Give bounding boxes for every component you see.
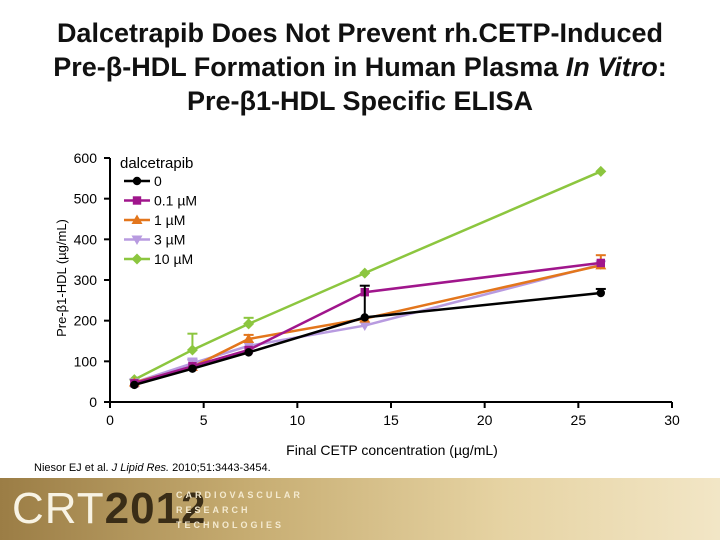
citation-authors: Niesor EJ et al. bbox=[34, 462, 112, 474]
title-line-1: Dalcetrapib Does Not Prevent rh.CETP-Ind… bbox=[56, 18, 664, 48]
title-line-3: Pre-β1-HDL Specific ELISA bbox=[186, 86, 534, 116]
x-tick-label: 0 bbox=[106, 412, 114, 428]
legend-marker bbox=[131, 235, 143, 245]
legend-marker bbox=[132, 196, 142, 205]
logo-word-research: RESEARCH bbox=[176, 505, 251, 515]
x-tick-label: 10 bbox=[290, 412, 306, 428]
legend-label: 1 µM bbox=[154, 212, 185, 228]
data-point bbox=[186, 344, 198, 356]
line-chart: 0 100 200 300 400 500 600 0 5 10 15 20 25 30 Final CET… bbox=[54, 150, 680, 458]
x-tick-label: 5 bbox=[200, 412, 208, 428]
y-tick-label: 0 bbox=[89, 394, 97, 410]
data-point bbox=[244, 348, 253, 357]
legend-marker bbox=[132, 176, 142, 186]
legend-label: 0 bbox=[154, 173, 162, 189]
y-tick-label: 400 bbox=[74, 231, 98, 247]
y-tick-label: 200 bbox=[74, 313, 98, 329]
y-tick-label: 300 bbox=[74, 272, 98, 288]
logo-tagline: CARDIOVASCULAR RESEARCH TECHNOLOGIES bbox=[176, 488, 303, 533]
data-point bbox=[596, 288, 606, 298]
citation-journal: J Lipid Res. bbox=[111, 462, 170, 474]
title-line-2: Pre-β-HDL Formation in Human Plasma In V… bbox=[0, 50, 720, 84]
y-tick-label: 600 bbox=[74, 150, 98, 166]
data-point bbox=[188, 364, 197, 373]
legend-label: 3 µM bbox=[154, 232, 185, 248]
data-point bbox=[243, 318, 255, 330]
data-point bbox=[359, 321, 371, 332]
data-point bbox=[359, 267, 371, 279]
x-tick-label: 25 bbox=[571, 412, 587, 428]
logo-crt: CRT bbox=[12, 484, 105, 533]
x-axis-label: Final CETP concentration (µg/mL) bbox=[286, 442, 498, 458]
data-point bbox=[595, 165, 607, 177]
y-axis-label: Pre-β1-HDL (µg/mL) bbox=[54, 219, 69, 337]
data-point bbox=[130, 380, 139, 390]
legend-label: 0.1 µM bbox=[154, 193, 197, 209]
data-point bbox=[596, 258, 606, 268]
y-tick-label: 500 bbox=[74, 191, 98, 207]
y-tick-label: 100 bbox=[74, 353, 98, 369]
x-tick-label: 20 bbox=[477, 412, 493, 428]
x-tick-label: 15 bbox=[383, 412, 399, 428]
title-line-2-italic: In Vitro bbox=[565, 52, 658, 82]
crt-banner: CRT2012 CARDIOVASCULAR RESEARCH TECHNOLO… bbox=[0, 478, 720, 540]
citation-details: 2010;51:3443-3454. bbox=[169, 462, 271, 474]
x-tick-label: 30 bbox=[664, 412, 680, 428]
crt-logo: CRT2012 bbox=[12, 486, 207, 532]
data-point bbox=[243, 333, 255, 343]
legend-label: 10 µM bbox=[154, 251, 193, 267]
legend-title: dalcetrapib bbox=[120, 155, 193, 172]
slide-title: Dalcetrapib Does Not Prevent rh.CETP-Ind… bbox=[0, 16, 720, 118]
data-point bbox=[360, 313, 369, 322]
legend-marker bbox=[131, 253, 143, 265]
legend-marker bbox=[131, 214, 143, 224]
logo-word-cardiovascular: CARDIOVASCULAR bbox=[176, 490, 303, 500]
title-line-2-colon: : bbox=[657, 52, 667, 82]
citation: Niesor EJ et al. J Lipid Res. 2010;51:34… bbox=[34, 462, 271, 474]
title-line-2-text: Pre-β-HDL Formation in Human Plasma bbox=[53, 52, 566, 82]
series-line-0 bbox=[134, 291, 601, 387]
logo-word-technologies: TECHNOLOGIES bbox=[176, 520, 285, 530]
logo-year: 2012 bbox=[104, 484, 207, 533]
